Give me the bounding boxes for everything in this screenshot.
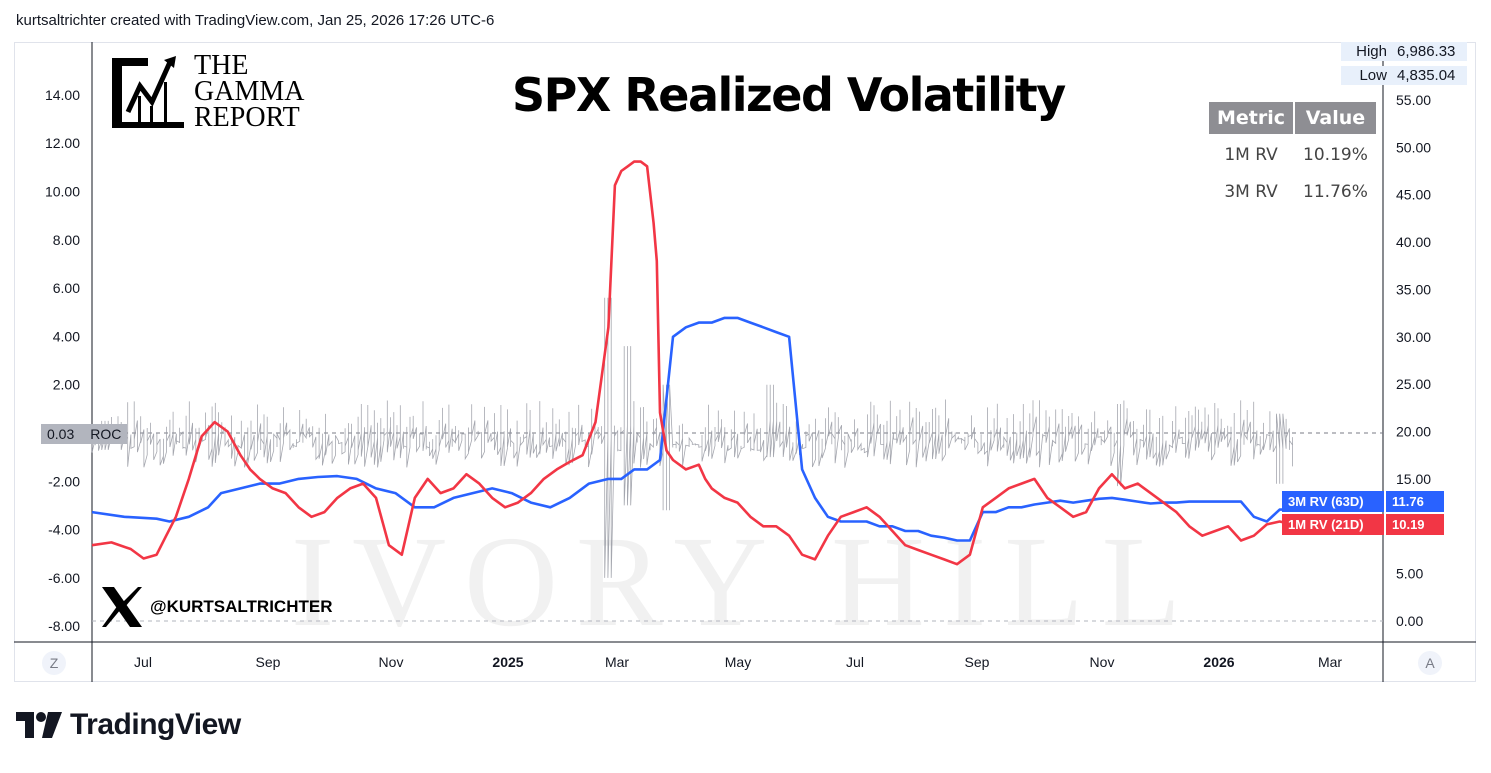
x-tick-label: Mar bbox=[605, 654, 629, 670]
rv3-value-tag: 11.76 bbox=[1386, 491, 1444, 512]
right-tick-label: 40.00 bbox=[1396, 234, 1431, 250]
high-label: High bbox=[1356, 43, 1387, 60]
low-readout: Low 4,835.04 bbox=[1341, 66, 1467, 85]
right-tick-label: 35.00 bbox=[1396, 281, 1431, 297]
series-layer bbox=[91, 160, 1293, 578]
tradingview-text: TradingView bbox=[70, 708, 241, 741]
roc-value: 0.03 bbox=[47, 426, 75, 442]
x-tick-label: Mar bbox=[1318, 654, 1342, 670]
watermark-text: IVORY HILL bbox=[291, 510, 1199, 654]
x-tick-label: 2025 bbox=[492, 654, 523, 670]
right-tick-label: 20.00 bbox=[1396, 424, 1431, 440]
x-tick-label: Nov bbox=[379, 654, 404, 670]
high-readout: High 6,986.33 bbox=[1341, 42, 1467, 61]
roc-series-line bbox=[91, 297, 1293, 578]
x-axis-ticks: Jul Sep Nov 2025 Mar May Jul Sep Nov 2026 Mar bbox=[134, 654, 1342, 670]
right-tick-label: 15.00 bbox=[1396, 471, 1431, 487]
table-row: 3M RV 11.76% bbox=[1209, 171, 1376, 208]
rv1-label-tag: 1M RV (21D) bbox=[1282, 514, 1384, 535]
left-tick-label: -6.00 bbox=[48, 570, 80, 586]
right-axis-ticks: 55.00 50.00 45.00 40.00 35.00 30.00 25.00 20.00… bbox=[1396, 92, 1431, 629]
gamma-line-2: GAMMA bbox=[194, 76, 305, 107]
right-tick-label: 55.00 bbox=[1396, 92, 1431, 108]
tradingview-icon bbox=[16, 712, 62, 738]
zoom-z-button[interactable]: Z bbox=[42, 651, 66, 675]
rv1-series-line bbox=[91, 160, 1293, 566]
left-tick-label: 12.00 bbox=[45, 135, 80, 151]
rv3-series-line bbox=[91, 316, 1293, 542]
rv3-label-tag: 3M RV (63D) bbox=[1282, 491, 1384, 512]
x-tick-label: May bbox=[725, 654, 751, 670]
left-tick-label: 14.00 bbox=[45, 87, 80, 103]
chart-header: kurtsaltrichter created with TradingView… bbox=[16, 12, 495, 29]
right-tick-label: 25.00 bbox=[1396, 376, 1431, 392]
left-axis-ticks: 14.00 12.00 10.00 8.00 6.00 4.00 2.00 -2.00 -4.0… bbox=[45, 87, 80, 634]
left-tick-label: 2.00 bbox=[53, 377, 80, 393]
right-tick-label: 5.00 bbox=[1396, 566, 1423, 582]
roc-tag: 0.03 ROC bbox=[41, 424, 128, 444]
low-label: Low bbox=[1359, 67, 1387, 84]
left-tick-label: 6.00 bbox=[53, 280, 80, 296]
metric-header: Metric bbox=[1209, 102, 1294, 134]
gamma-chart-icon bbox=[112, 56, 184, 128]
gamma-report-logo: THE GAMMA REPORT bbox=[108, 52, 304, 132]
left-tick-label: 10.00 bbox=[45, 184, 80, 200]
x-logo-icon bbox=[102, 587, 142, 627]
gamma-line-3: REPORT bbox=[194, 102, 300, 133]
x-tick-label: Sep bbox=[965, 654, 990, 670]
chart-title: SPX Realized Volatility bbox=[512, 68, 1066, 122]
x-tick-label: Jul bbox=[134, 654, 152, 670]
right-tick-label: 45.00 bbox=[1396, 187, 1431, 203]
left-tick-label: 4.00 bbox=[53, 328, 80, 344]
chart-frame bbox=[14, 42, 1476, 682]
value-header: Value bbox=[1295, 102, 1376, 134]
x-tick-label: Sep bbox=[256, 654, 281, 670]
right-tick-label: 50.00 bbox=[1396, 139, 1431, 155]
x-tick-label: Jul bbox=[846, 654, 864, 670]
gamma-line-1: THE bbox=[194, 50, 249, 81]
value-cell: 10.19% bbox=[1303, 145, 1368, 165]
left-tick-label: -2.00 bbox=[48, 473, 80, 489]
right-tick-label: 30.00 bbox=[1396, 329, 1431, 345]
roc-label: ROC bbox=[90, 426, 122, 442]
right-tick-label: 0.00 bbox=[1396, 613, 1423, 629]
table-row: 1M RV 10.19% bbox=[1209, 134, 1376, 171]
value-cell: 11.76% bbox=[1303, 182, 1368, 202]
left-tick-label: -4.00 bbox=[48, 522, 80, 538]
metric-table: Metric Value 1M RV 10.19% 3M RV 11.76% bbox=[1207, 102, 1378, 208]
rv1-value-tag: 10.19 bbox=[1386, 514, 1444, 535]
x-handle: @KURTSALTRICHTER bbox=[98, 583, 332, 631]
metric-cell: 1M RV bbox=[1224, 145, 1278, 165]
high-value: 6,986.33 bbox=[1397, 43, 1456, 60]
left-tick-label: 8.00 bbox=[53, 232, 80, 248]
x-tick-label: Nov bbox=[1090, 654, 1115, 670]
metric-cell: 3M RV bbox=[1224, 182, 1278, 202]
x-tick-label: 2026 bbox=[1203, 654, 1234, 670]
tradingview-logo: TradingView bbox=[16, 708, 241, 742]
left-tick-label: -8.00 bbox=[48, 618, 80, 634]
auto-scale-button[interactable]: A bbox=[1418, 651, 1442, 675]
low-value: 4,835.04 bbox=[1397, 67, 1456, 84]
x-handle-text: @KURTSALTRICHTER bbox=[150, 597, 333, 616]
